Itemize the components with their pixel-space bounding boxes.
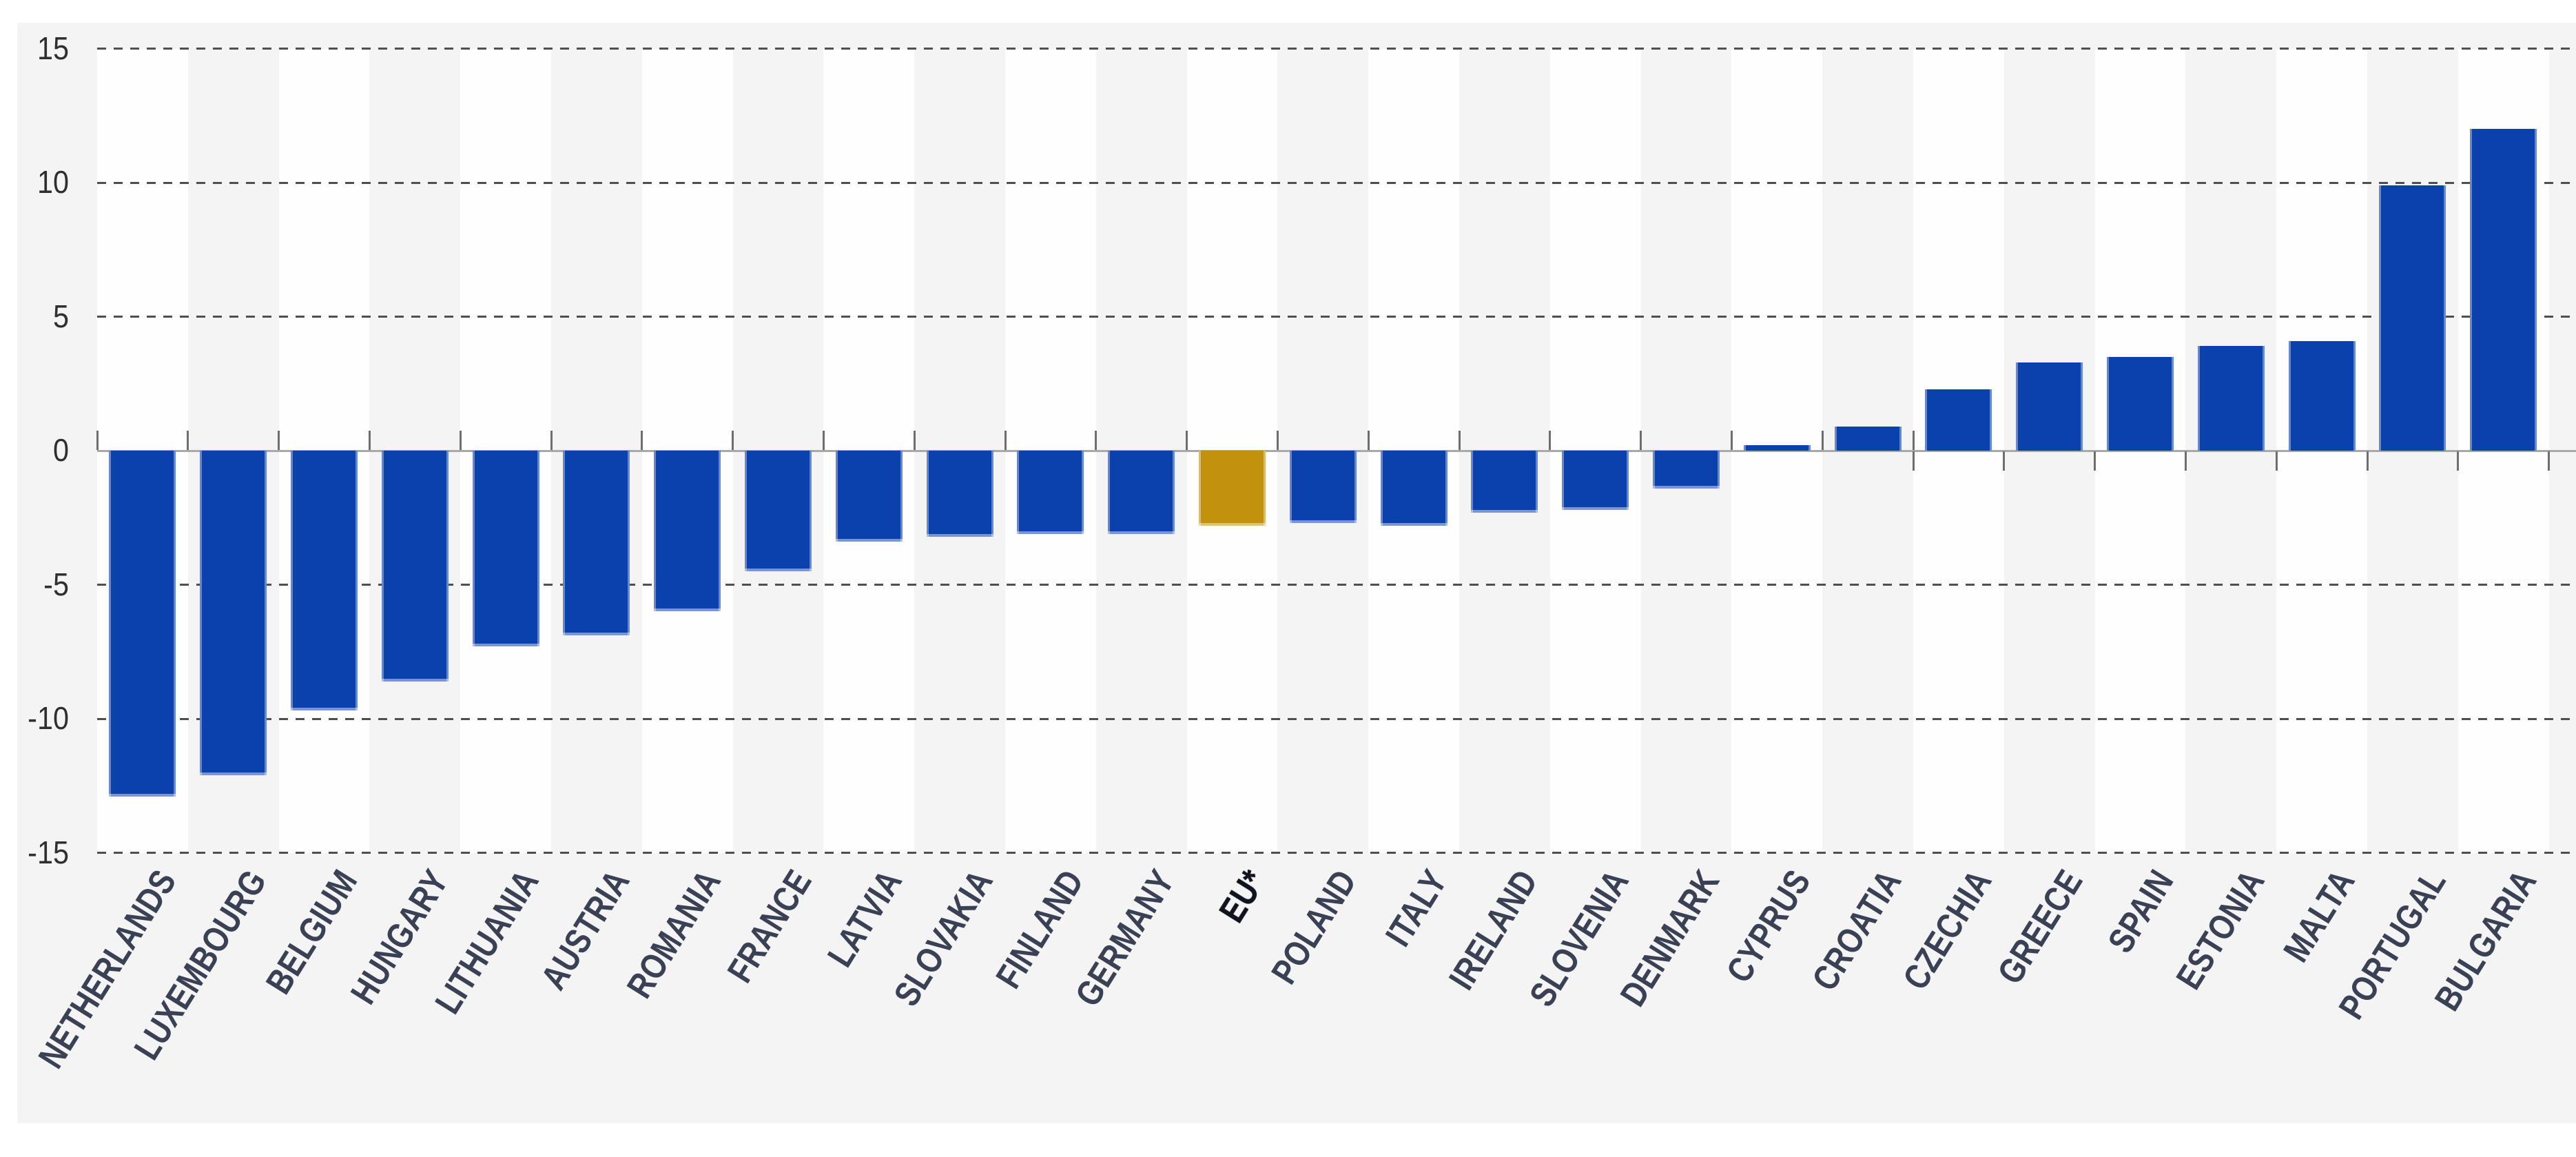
bar-eu-highlight — [1199, 451, 1266, 526]
bar-netherlands — [109, 451, 176, 797]
bar-spain — [2107, 356, 2174, 451]
y-gridline — [97, 316, 2576, 318]
y-gridline — [97, 48, 2576, 50]
bar-germany — [1108, 451, 1175, 534]
bar-estonia — [2197, 346, 2265, 451]
y-axis-tick-label: -10 — [28, 700, 69, 736]
bar-lithuania — [472, 451, 539, 646]
x-axis-tick — [732, 431, 734, 450]
y-axis-tick-label: -15 — [28, 834, 69, 870]
bar-denmark — [1653, 451, 1720, 489]
x-axis-tick — [550, 431, 553, 450]
x-axis-tick — [641, 431, 643, 450]
bar-romania — [654, 451, 721, 612]
x-axis-tick — [1095, 431, 1098, 450]
bar-czechia — [1925, 389, 1992, 451]
y-gridline — [97, 717, 2576, 720]
bar-poland — [1289, 451, 1357, 523]
bar-belgium — [291, 451, 358, 711]
x-axis-tick — [2094, 451, 2096, 471]
bar-italy — [1380, 451, 1447, 526]
bar-malta — [2288, 340, 2356, 451]
x-axis-tick — [1549, 431, 1552, 450]
y-axis-tick-label: 10 — [37, 164, 69, 200]
y-gridline — [97, 584, 2576, 586]
x-axis-tick — [822, 431, 825, 450]
bar-hungary — [381, 451, 449, 682]
x-axis-tick — [278, 431, 280, 450]
x-axis-tick — [1186, 431, 1188, 450]
x-axis-tick — [1730, 431, 1733, 450]
y-axis-tick-label: 15 — [37, 30, 69, 66]
x-axis-tick — [368, 431, 371, 450]
x-axis-tick — [1367, 431, 1370, 450]
bar-greece — [2016, 362, 2083, 451]
bar-latvia — [835, 451, 903, 542]
bar-austria — [563, 451, 630, 636]
x-axis-tick — [187, 431, 189, 450]
x-axis-tick — [1458, 431, 1461, 450]
x-axis-tick — [913, 431, 916, 450]
bar-cyprus — [1743, 445, 1811, 451]
bar-slovakia — [926, 451, 993, 537]
bar-slovenia — [1562, 451, 1629, 510]
y-axis-tick-label: -5 — [43, 566, 69, 602]
x-axis-tick — [2275, 451, 2278, 471]
bar-ireland — [1471, 451, 1538, 513]
bar-croatia — [1834, 427, 1902, 451]
x-axis-tick — [1912, 451, 1915, 471]
bar-portugal — [2379, 185, 2446, 451]
x-axis-tick — [1821, 431, 1824, 450]
x-axis-tick — [1276, 431, 1279, 450]
x-axis-tick — [2366, 451, 2369, 471]
y-axis-tick-label: 0 — [52, 432, 69, 468]
bar-luxembourg — [200, 451, 267, 775]
y-axis-tick-label: 5 — [52, 298, 69, 334]
bar-finland — [1017, 451, 1084, 534]
x-axis-tick — [1640, 431, 1642, 450]
bar-bulgaria — [2470, 129, 2537, 451]
x-axis-tick — [2003, 451, 2006, 471]
x-axis-tick — [2184, 451, 2187, 471]
bar-france — [745, 451, 812, 571]
x-axis-tick — [1912, 431, 1915, 450]
x-axis-tick — [2457, 451, 2460, 471]
x-axis-tick — [2548, 451, 2551, 471]
x-axis-tick — [1004, 431, 1007, 450]
x-axis-tick — [459, 431, 462, 450]
y-gridline — [97, 852, 2576, 854]
x-axis-tick — [96, 431, 99, 450]
y-gridline — [97, 181, 2576, 184]
